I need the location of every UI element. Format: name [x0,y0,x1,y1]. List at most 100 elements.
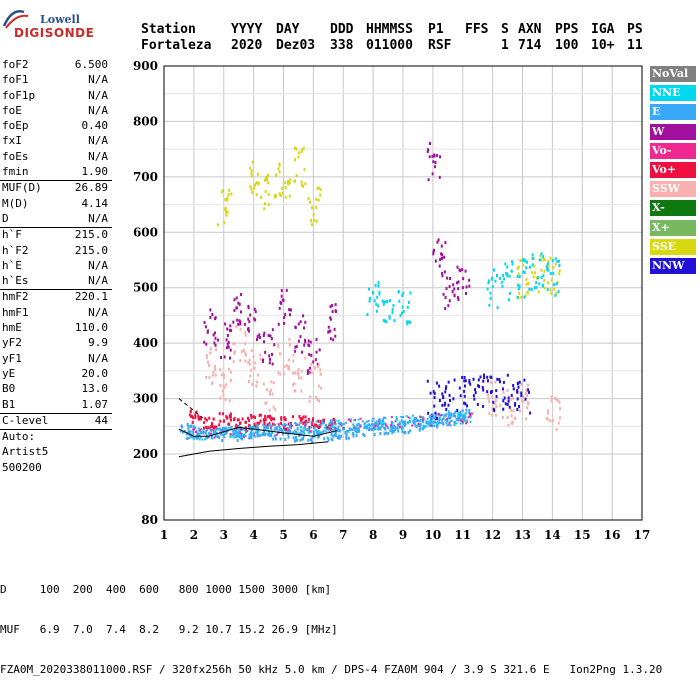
echo-point [329,329,332,333]
echo-point [312,360,315,364]
echo-point [448,393,451,397]
trace-point [395,418,398,421]
trace-point [366,426,369,429]
echo-point [244,342,247,346]
trace-point [254,435,257,438]
echo-point [505,272,508,276]
trace-point [378,422,381,425]
echo-point [401,420,404,424]
echo-point [212,432,215,436]
echo-point [267,192,270,196]
echo-point [552,271,555,275]
echo-point [307,339,310,343]
echo-point [432,248,435,252]
echo-point [300,150,303,154]
trace-point [281,431,284,434]
trace-point [221,426,224,429]
echo-point [284,427,287,431]
echo-point [401,293,404,297]
echo-point [311,419,314,423]
echo-point [225,346,228,350]
echo-point [208,363,211,367]
footer-muf-row: MUF 6.9 7.0 7.4 8.2 9.2 10.7 15.2 26.9 [… [0,623,338,636]
echo-point [236,318,239,322]
echo-point [432,252,435,256]
echo-point [211,373,214,377]
trace-point [234,425,237,428]
trace-point [431,417,434,420]
trace-point [446,424,449,427]
trace-point [405,415,408,418]
echo-point [476,402,479,406]
echo-point [337,434,340,438]
echo-point [407,431,410,435]
trace-point [343,423,346,426]
echo-point [262,340,265,344]
echo-point [435,153,438,157]
echo-point [383,300,386,304]
echo-point [253,186,256,190]
echo-point [294,158,297,162]
trace-point [201,438,204,441]
echo-point [428,155,431,159]
trace-point [347,418,350,421]
echo-point [285,288,288,292]
echo-point [285,363,288,367]
echo-point [517,265,520,269]
trace-point [210,437,213,440]
echo-point [391,310,394,314]
echo-point [252,415,255,419]
echo-point [255,181,258,185]
trace-point [397,423,400,426]
echo-point [203,321,206,325]
echo-point [303,420,306,424]
auto-label: Auto: [2,430,36,444]
legend-item-x-minus: X- [650,200,696,217]
echo-point [287,182,290,186]
parameter-panel: foF2 6.500 foF1 N/A foF1p N/A foE N/A foEp 0.… [0,58,112,476]
echo-point [244,420,247,424]
echo-point [250,169,253,173]
echo-point [461,409,464,413]
echo-point [295,147,298,151]
echo-point [292,353,295,357]
trace-point [432,424,435,427]
echo-point [248,358,251,362]
echo-point [378,292,381,296]
trace-point [377,427,380,430]
trace-point [429,414,432,417]
trace-point [432,421,435,424]
echo-point [264,426,267,430]
trace-point [353,427,356,430]
trace-point [256,435,259,438]
echo-point [556,398,559,402]
trace-point [381,425,384,428]
echo-point [542,255,545,259]
legend-item-ssw: SSW [650,181,696,198]
echo-point [345,432,348,436]
trace-point [289,424,292,427]
echo-point [520,391,523,395]
trace-point [449,419,452,422]
trace-point [189,435,192,438]
trace-point [264,433,267,436]
echo-point [463,401,466,405]
echo-point [315,197,318,201]
echo-point [192,431,195,435]
trace-point [382,416,385,419]
trace-point [461,415,464,418]
echo-point [267,203,270,207]
trace-point [345,421,348,424]
echo-point [203,340,206,344]
echo-point [459,394,462,398]
echo-point [465,285,468,289]
param-value: 220.1 [74,290,108,304]
param-label: fxI [2,134,22,148]
echo-point [315,395,318,399]
echo-point [249,313,252,317]
echo-point [371,428,374,432]
trace-point [268,432,271,435]
echo-point [315,350,318,354]
echo-point [331,303,334,307]
trace-point [427,420,430,423]
